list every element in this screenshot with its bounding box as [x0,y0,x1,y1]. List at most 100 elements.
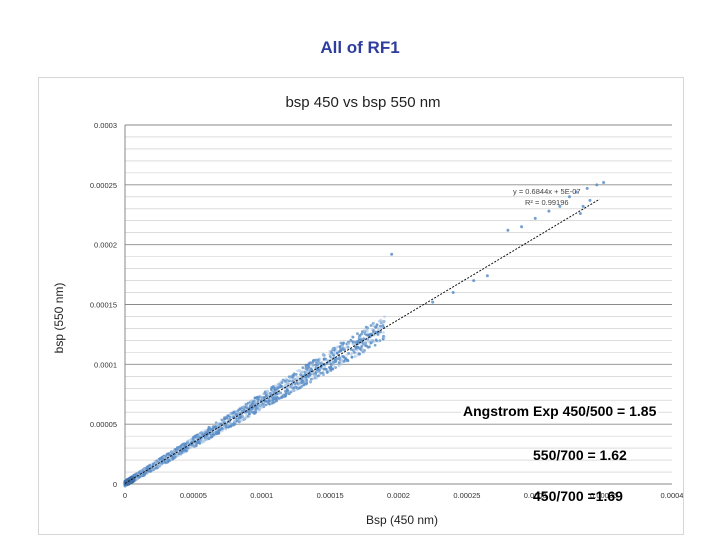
data-point [242,417,246,420]
data-point [222,426,226,430]
data-point [364,329,367,333]
data-point [306,374,310,378]
data-point [301,370,304,373]
data-point [353,354,357,358]
data-point [286,381,290,385]
data-point [355,351,359,355]
data-point [180,443,184,447]
data-point [332,351,336,355]
data-point [257,396,261,399]
data-point [379,330,382,334]
data-point [269,388,273,392]
data-point [283,389,287,393]
data-point [254,410,258,413]
data-point [157,457,161,461]
data-point [372,330,375,334]
data-point [179,446,183,449]
data-point [254,405,258,409]
y-tick-label: 0.00005 [90,420,117,429]
data-point [342,341,346,345]
data-point [235,413,238,416]
data-point [340,362,344,366]
data-point [353,351,356,354]
data-point [338,345,342,349]
data-point [345,353,349,357]
data-point [237,408,241,412]
data-point [273,387,277,391]
data-point [369,341,373,345]
data-point [588,198,592,202]
data-point [558,204,562,208]
y-tick-label: 0.00025 [90,181,117,190]
data-point [332,363,336,367]
x-tick-label: 0.00005 [180,491,207,500]
data-point [506,228,510,232]
data-point [322,373,326,377]
data-point [311,363,315,366]
data-point [266,389,270,393]
data-point [343,348,347,352]
data-point [316,358,320,362]
data-point [232,423,235,426]
data-point [347,341,351,345]
data-point [235,419,239,423]
data-point [276,386,280,390]
data-point [362,350,366,354]
data-point [139,471,143,474]
data-point [155,466,158,470]
data-point [146,465,149,469]
data-point [184,442,187,446]
data-point [187,438,191,442]
data-point [223,416,226,419]
data-point [357,352,361,356]
data-point [212,433,216,437]
data-point [279,396,283,400]
data-point [520,225,524,229]
chart-frame: 0 0.00005 0.0001 0.00015 0.0002 0.00025 0.0003… [38,77,684,535]
data-point [595,183,599,187]
data-point [451,291,455,295]
data-point [261,392,265,396]
data-point [326,358,329,362]
data-point [585,186,589,190]
data-point [247,412,251,415]
data-point [340,359,343,363]
data-point [370,328,374,332]
data-point [248,409,252,413]
data-point [134,473,138,476]
data-point [360,344,364,348]
data-point [358,347,362,351]
data-point [338,349,342,353]
data-point [288,376,292,380]
data-point [302,383,306,386]
data-point [162,455,166,459]
data-point [167,459,171,462]
data-point [349,352,353,356]
data-point [298,382,302,386]
data-point [376,332,380,336]
data-point [290,389,294,393]
data-point [365,337,369,341]
data-point [208,427,211,430]
data-point [317,374,320,378]
x-tick-label: 0.0004 [661,491,683,500]
data-point [362,337,366,341]
data-point [312,373,316,377]
data-point [369,324,373,327]
data-point [262,395,266,399]
data-point [217,429,221,433]
data-point [242,408,246,412]
data-point [578,212,582,216]
data-point [374,326,378,329]
data-point [373,343,377,347]
data-point [194,444,198,448]
data-point [257,398,260,402]
data-point [314,364,318,367]
data-point [368,333,371,336]
data-point [283,395,286,398]
data-point [149,469,153,473]
data-point [547,209,551,213]
data-point [328,349,332,353]
data-point [356,332,359,336]
trend-layer [124,198,600,484]
